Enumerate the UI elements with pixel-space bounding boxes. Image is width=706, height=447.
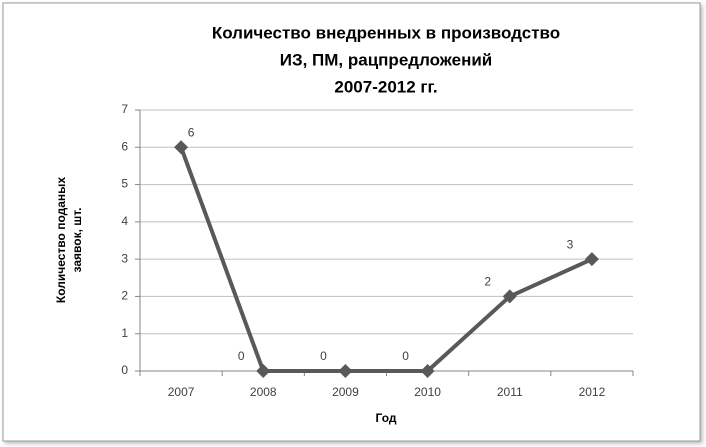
y-tick-label: 0 <box>121 363 128 377</box>
data-label: 0 <box>402 349 409 363</box>
x-tick-label: 2008 <box>250 385 277 399</box>
y-axis-title: заявок, шт. <box>70 208 84 273</box>
data-label: 0 <box>320 349 327 363</box>
data-point <box>256 364 271 378</box>
y-tick-label: 7 <box>121 102 128 116</box>
x-axis-title: Год <box>376 411 397 425</box>
x-tick-label: 2010 <box>414 385 441 399</box>
x-tick-label: 2009 <box>332 385 359 399</box>
data-line <box>179 146 593 373</box>
y-tick-label: 6 <box>121 139 128 153</box>
chart-title: Количество внедренных в производство <box>212 23 560 42</box>
y-tick-label: 2 <box>121 289 128 303</box>
data-point <box>338 364 353 378</box>
data-label: 3 <box>567 237 574 251</box>
data-point <box>420 364 435 378</box>
data-point <box>584 252 599 267</box>
chart-title: ИЗ, ПМ, рацпредложений <box>280 50 493 69</box>
data-point <box>174 140 189 155</box>
y-tick-label: 3 <box>121 251 128 265</box>
data-label: 0 <box>238 349 245 363</box>
data-label: 6 <box>188 125 195 139</box>
y-tick-label: 5 <box>121 177 128 191</box>
y-tick-label: 4 <box>121 214 128 228</box>
y-axis-title: Количество поданых <box>54 177 68 303</box>
data-point <box>502 289 517 304</box>
x-tick-label: 2011 <box>497 385 523 399</box>
chart-title: 2007-2012 гг. <box>334 77 437 96</box>
y-tick-label: 1 <box>121 326 128 340</box>
data-label: 2 <box>484 275 491 289</box>
x-tick-label: 2007 <box>168 385 195 399</box>
x-tick-label: 2012 <box>579 385 606 399</box>
